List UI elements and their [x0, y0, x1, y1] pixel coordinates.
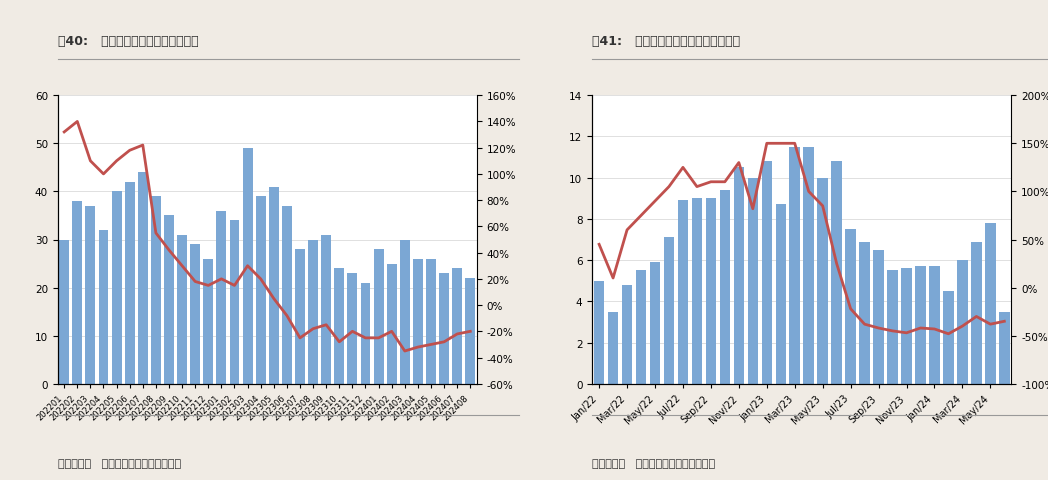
Bar	[439, 274, 449, 384]
Text: 数据来源：   海关总署，东吴证券研究所: 数据来源： 海关总署，东吴证券研究所	[592, 457, 715, 468]
Bar	[296, 250, 305, 384]
Bar	[138, 173, 148, 384]
Bar	[943, 291, 954, 384]
Bar	[901, 269, 912, 384]
Bar	[374, 250, 384, 384]
Bar	[776, 205, 786, 384]
Bar	[86, 206, 95, 384]
Bar	[165, 216, 174, 384]
Bar	[915, 267, 925, 384]
Bar	[705, 199, 716, 384]
Bar	[734, 168, 744, 384]
Bar	[334, 269, 344, 384]
Text: 数据来源：   海关总署，东吴证券研究所: 数据来源： 海关总署，东吴证券研究所	[58, 457, 180, 468]
Bar	[191, 245, 200, 384]
Bar	[930, 267, 940, 384]
Bar	[427, 259, 436, 384]
Bar	[678, 201, 689, 384]
Bar	[859, 242, 870, 384]
Bar	[217, 211, 226, 384]
Bar	[650, 263, 660, 384]
Bar	[720, 191, 730, 384]
Bar	[230, 221, 239, 384]
Text: 图40:   月度组件出口金额及同比增速: 图40: 月度组件出口金额及同比增速	[58, 35, 198, 48]
Bar	[636, 271, 647, 384]
Bar	[692, 199, 702, 384]
Bar	[985, 224, 996, 384]
Bar	[831, 162, 842, 384]
Bar	[308, 240, 318, 384]
Bar	[873, 250, 883, 384]
Bar	[256, 197, 265, 384]
Bar	[112, 192, 122, 384]
Bar	[817, 178, 828, 384]
Bar	[387, 264, 396, 384]
Bar	[322, 235, 331, 384]
Bar	[747, 178, 758, 384]
Bar	[608, 312, 618, 384]
Bar	[465, 278, 475, 384]
Bar	[663, 238, 674, 384]
Bar	[361, 283, 370, 384]
Bar	[888, 271, 898, 384]
Bar	[762, 162, 772, 384]
Bar	[789, 147, 800, 384]
Bar	[243, 149, 253, 384]
Bar	[151, 197, 160, 384]
Bar	[999, 312, 1009, 384]
Bar	[99, 230, 108, 384]
Bar	[453, 269, 462, 384]
Bar	[125, 182, 134, 384]
Bar	[348, 274, 357, 384]
Bar	[846, 230, 856, 384]
Bar	[282, 206, 291, 384]
Bar	[269, 187, 279, 384]
Bar	[177, 235, 187, 384]
Bar	[400, 240, 410, 384]
Bar	[621, 285, 632, 384]
Bar	[413, 259, 422, 384]
Text: 图41:   月度逆变器出口金额及同比增速: 图41: 月度逆变器出口金额及同比增速	[592, 35, 740, 48]
Bar	[60, 240, 69, 384]
Bar	[957, 261, 967, 384]
Bar	[203, 259, 213, 384]
Bar	[72, 202, 82, 384]
Bar	[804, 147, 814, 384]
Bar	[594, 281, 605, 384]
Bar	[971, 242, 982, 384]
